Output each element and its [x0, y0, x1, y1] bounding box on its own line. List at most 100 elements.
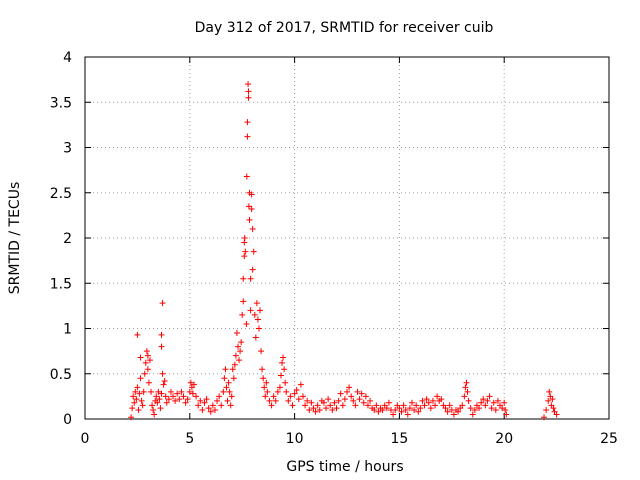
- data-point: [346, 384, 353, 391]
- data-point: [138, 397, 145, 404]
- data-point: [463, 379, 470, 386]
- y-tick-label: 1.5: [50, 276, 72, 292]
- y-tick-label: 4: [63, 50, 72, 66]
- data-point: [167, 388, 174, 395]
- data-point: [543, 406, 550, 413]
- data-point: [308, 399, 315, 406]
- data-point: [130, 393, 137, 400]
- data-point: [232, 352, 239, 359]
- data-point: [214, 397, 221, 404]
- data-point: [174, 390, 181, 397]
- data-point: [178, 388, 185, 395]
- data-point: [541, 414, 548, 421]
- data-point: [161, 377, 168, 384]
- data-point: [224, 397, 231, 404]
- data-point: [272, 397, 279, 404]
- data-point: [406, 405, 413, 412]
- data-point: [302, 402, 309, 409]
- data-point: [193, 393, 200, 400]
- data-point: [172, 397, 179, 404]
- data-point: [480, 396, 487, 403]
- x-tick-label: 25: [600, 431, 618, 447]
- data-point: [446, 402, 453, 409]
- data-point: [390, 411, 397, 418]
- data-point: [419, 397, 426, 404]
- data-point: [240, 298, 247, 305]
- data-point: [367, 397, 374, 404]
- data-point: [427, 405, 434, 412]
- data-point: [156, 396, 163, 403]
- data-point: [236, 357, 243, 364]
- data-point: [461, 393, 468, 400]
- data-point: [255, 325, 262, 332]
- data-point: [148, 388, 155, 395]
- data-point: [258, 348, 265, 355]
- data-point: [131, 399, 138, 406]
- x-axis-label: GPS time / hours: [286, 459, 403, 475]
- data-point: [281, 366, 288, 373]
- y-tick-label: 0.5: [50, 367, 72, 383]
- data-point: [137, 354, 144, 361]
- data-point: [297, 381, 304, 388]
- data-point: [244, 119, 251, 126]
- data-point: [417, 405, 424, 412]
- data-point: [140, 388, 147, 395]
- data-point: [157, 405, 164, 412]
- data-point: [252, 334, 259, 341]
- y-axis-label: SRMTID / TECUs: [7, 182, 23, 295]
- x-tick-label: 20: [495, 431, 513, 447]
- data-point: [425, 399, 432, 406]
- data-point: [312, 408, 319, 415]
- data-point: [160, 381, 167, 388]
- data-point: [404, 411, 411, 418]
- data-point: [247, 275, 254, 282]
- data-point: [145, 379, 152, 386]
- x-tick-label: 0: [81, 431, 90, 447]
- data-point: [158, 331, 165, 338]
- data-point: [333, 405, 340, 412]
- data-point: [274, 388, 281, 395]
- data-point: [398, 408, 405, 415]
- data-point: [155, 388, 162, 395]
- data-point: [257, 307, 264, 314]
- data-point: [143, 348, 150, 355]
- data-point: [245, 81, 252, 88]
- data-point: [279, 359, 286, 366]
- data-point: [251, 311, 258, 318]
- data-point: [133, 396, 140, 403]
- data-point: [243, 320, 250, 327]
- data-point: [136, 390, 143, 397]
- data-point: [159, 370, 166, 377]
- data-point: [354, 388, 361, 395]
- data-point: [227, 402, 234, 409]
- data-point: [462, 384, 469, 391]
- data-point: [233, 330, 240, 337]
- data-point: [283, 388, 290, 395]
- data-point: [545, 397, 552, 404]
- data-point: [476, 405, 483, 412]
- data-point: [199, 406, 206, 413]
- data-point: [325, 396, 332, 403]
- data-point: [129, 405, 136, 412]
- data-point: [142, 359, 149, 366]
- data-point: [304, 397, 311, 404]
- data-point: [190, 381, 197, 388]
- data-point: [464, 388, 471, 395]
- data-point: [137, 375, 144, 382]
- data-point: [149, 402, 156, 409]
- data-point: [195, 402, 202, 409]
- data-point: [327, 402, 334, 409]
- data-point: [249, 225, 256, 232]
- data-point: [553, 411, 560, 418]
- data-point: [358, 390, 365, 397]
- data-point: [350, 397, 357, 404]
- data-point: [478, 399, 485, 406]
- data-point: [159, 300, 166, 307]
- data-point: [291, 390, 298, 397]
- data-point: [337, 390, 344, 397]
- data-point: [235, 343, 242, 350]
- data-point: [211, 406, 218, 413]
- data-point: [486, 393, 493, 400]
- data-point: [408, 399, 415, 406]
- data-point: [218, 402, 225, 409]
